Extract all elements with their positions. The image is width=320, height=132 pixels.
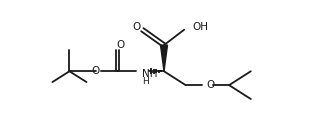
Text: O: O: [116, 40, 125, 50]
Text: H: H: [142, 77, 149, 86]
Text: O: O: [92, 66, 100, 76]
Polygon shape: [161, 45, 167, 71]
Text: O: O: [206, 80, 215, 90]
Text: OH: OH: [193, 22, 209, 32]
Text: O: O: [132, 22, 140, 32]
Text: NH: NH: [141, 69, 157, 79]
